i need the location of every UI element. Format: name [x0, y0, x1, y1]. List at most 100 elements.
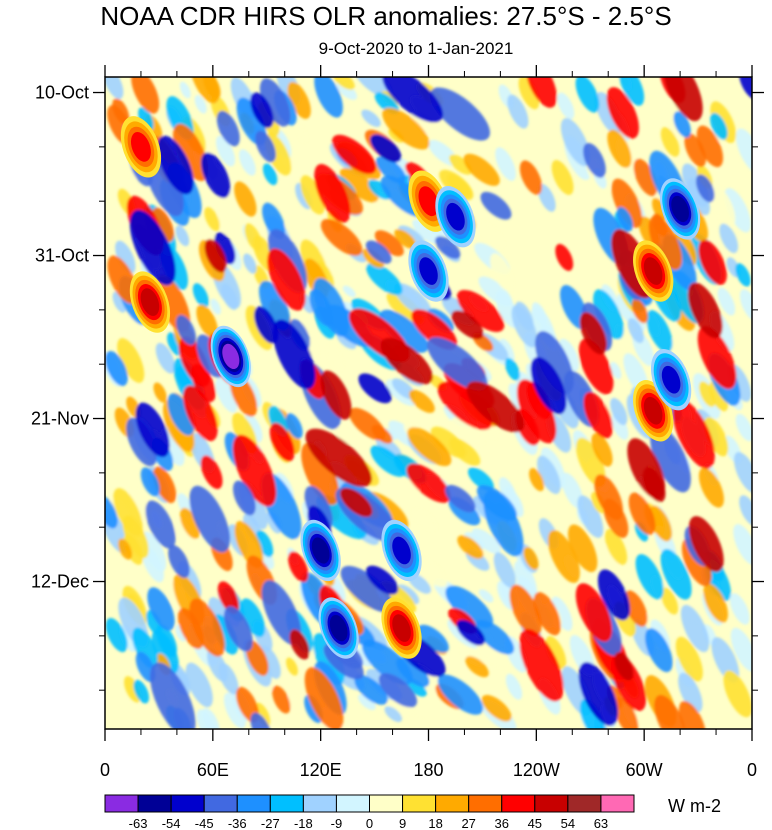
anomaly-blob — [178, 336, 211, 387]
colorbar-swatch — [335, 794, 370, 813]
anomaly-blob — [449, 154, 472, 175]
anomaly-feature-9 — [408, 240, 449, 302]
anomaly-blob — [451, 310, 484, 340]
anomaly-feature-level — [419, 257, 438, 285]
anomaly-blob — [717, 287, 736, 316]
anomaly-blob — [196, 304, 218, 339]
anomaly-blob — [288, 693, 301, 713]
anomaly-blob — [167, 393, 195, 436]
anomaly-blob — [412, 218, 441, 244]
anomaly-blob — [133, 679, 150, 704]
colorbar-label: 9 — [399, 816, 406, 830]
anomaly-blob — [262, 202, 286, 239]
anomaly-feature-level — [643, 396, 663, 425]
anomaly-blob — [514, 560, 537, 598]
y-axis: 10-Oct 31-Oct 21-Nov 12-Dec — [31, 83, 764, 691]
colorbar: -63 -54 -45 -36 -27 -18 -9 0 9 18 27 36 45 54 63 — [104, 794, 635, 830]
colorbar-label: 45 — [528, 816, 542, 830]
anomaly-blob — [371, 424, 393, 444]
x-tick-label: 0 — [747, 760, 757, 780]
anomaly-blob — [407, 427, 452, 467]
colorbar-swatch — [501, 794, 536, 813]
anomaly-blob — [380, 338, 433, 385]
anomaly-blob — [223, 606, 253, 652]
anomaly-blob — [558, 338, 580, 372]
anomaly-blob — [118, 538, 133, 560]
anomaly-blob — [478, 276, 513, 307]
anomaly-feature-5 — [381, 597, 422, 659]
anomaly-blob — [258, 280, 291, 331]
anomaly-blob — [189, 598, 225, 657]
anomaly-blob — [735, 128, 752, 174]
anomaly-blob — [729, 593, 750, 625]
anomaly-blob — [179, 81, 191, 99]
anomaly-blob — [304, 667, 344, 729]
anomaly-blob — [301, 442, 340, 505]
anomaly-blob — [439, 169, 474, 201]
anomaly-blob — [698, 240, 727, 285]
anomaly-blob — [648, 215, 683, 270]
anomaly-blob — [444, 484, 476, 513]
anomaly-feature-0 — [120, 116, 162, 178]
anomaly-blob — [259, 78, 291, 127]
colorbar-swatch — [137, 794, 172, 813]
anomaly-blob — [424, 582, 453, 608]
colorbar-swatch — [170, 794, 205, 813]
anomaly-blob — [591, 491, 606, 514]
anomaly-blob — [614, 651, 634, 681]
anomaly-blob — [358, 694, 376, 710]
anomaly-blob — [493, 552, 516, 588]
anomaly-blob — [445, 585, 494, 628]
anomaly-blob — [575, 437, 606, 487]
anomaly-blob — [504, 357, 520, 381]
anomaly-blob — [481, 694, 512, 722]
anomaly-blob — [719, 223, 739, 254]
anomaly-blob — [660, 587, 679, 615]
anomaly-blob — [342, 285, 356, 298]
anomaly-blob — [234, 521, 264, 568]
anomaly-feature-13 — [650, 349, 692, 411]
anomaly-blob — [575, 77, 600, 113]
colorbar-swatch — [302, 794, 337, 813]
anomaly-blob — [529, 468, 545, 492]
anomaly-blob — [287, 81, 311, 119]
anomaly-blob — [555, 243, 574, 271]
anomaly-blob — [709, 184, 736, 227]
anomaly-blob — [711, 637, 740, 683]
anomaly-blob — [578, 338, 614, 395]
anomaly-blob — [507, 94, 529, 129]
anomaly-blob — [739, 77, 752, 100]
anomaly-blob — [370, 445, 406, 477]
anomaly-blob — [604, 529, 628, 565]
anomaly-blob — [545, 636, 567, 670]
anomaly-blob — [660, 127, 680, 157]
anomaly-blob — [215, 377, 238, 413]
anomaly-blob — [176, 670, 189, 689]
anomaly-blob — [190, 77, 220, 104]
anomaly-blob — [610, 361, 622, 380]
anomaly-blob — [113, 488, 143, 537]
anomaly-blob — [417, 624, 449, 653]
anomaly-blob — [703, 583, 728, 623]
anomaly-blob — [300, 175, 325, 215]
anomaly-blob — [175, 624, 187, 642]
anomaly-blob — [156, 624, 177, 658]
anomaly-blob — [698, 467, 724, 508]
anomaly-blob — [450, 417, 485, 447]
x-tick-label: 180 — [413, 760, 443, 780]
anomaly-blob — [735, 263, 751, 287]
anomaly-blob — [327, 344, 344, 371]
anomaly-blob — [678, 700, 706, 729]
anomaly-blob — [518, 77, 540, 110]
anomaly-blob — [340, 565, 393, 613]
anomaly-blob — [201, 707, 220, 729]
anomaly-blob — [624, 590, 648, 627]
anomaly-blob — [145, 500, 176, 549]
colorbar-label: -63 — [129, 816, 148, 830]
anomaly-blob — [411, 508, 437, 531]
anomaly-blob — [591, 433, 613, 467]
anomaly-blob — [660, 549, 692, 600]
colorbar-label: 27 — [461, 816, 475, 830]
anomaly-blob — [123, 533, 144, 565]
anomaly-feature-level — [661, 365, 681, 394]
